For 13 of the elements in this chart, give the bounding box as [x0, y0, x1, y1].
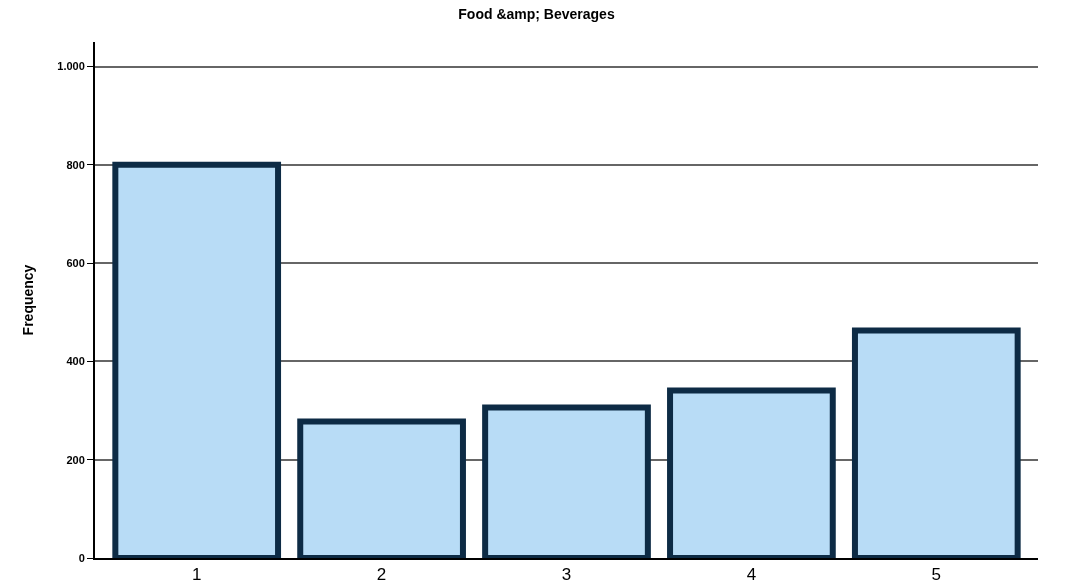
- x-tick-label: 3: [561, 565, 572, 585]
- y-tick-label: 600: [66, 256, 85, 269]
- x-tick-label: 5: [931, 565, 942, 585]
- y-axis-title: Frequency: [20, 264, 37, 336]
- y-tick-label: 200: [66, 453, 85, 466]
- y-tick-label: 800: [66, 158, 85, 171]
- y-tick-label: 0: [78, 551, 85, 564]
- x-tick-label: 2: [376, 565, 387, 585]
- chart-title: Food &amp; Beverages: [458, 5, 615, 22]
- y-tick-label: 400: [66, 355, 85, 368]
- y-tick-label: 1.000: [57, 60, 85, 73]
- x-tick-label: 4: [746, 565, 757, 585]
- x-tick-label: 1: [191, 565, 202, 585]
